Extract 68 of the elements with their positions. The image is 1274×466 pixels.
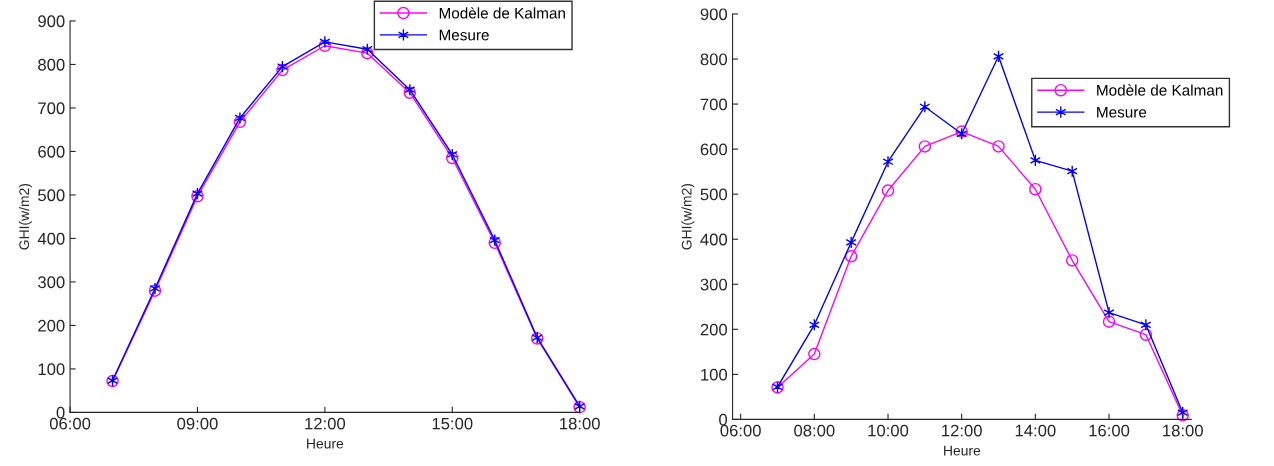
point <box>993 50 1005 63</box>
x-tick-label: 14:00 <box>1015 424 1056 437</box>
legend-label: Mesure <box>439 29 489 41</box>
y-tick-label: 700 <box>38 102 65 115</box>
point <box>361 46 374 60</box>
y-tick-label: 100 <box>701 368 728 381</box>
point <box>234 111 246 125</box>
point <box>844 250 858 263</box>
y-tick-label: 300 <box>700 278 728 291</box>
y-tick-label: 200 <box>38 319 65 332</box>
point <box>845 236 857 249</box>
y-tick-label: 900 <box>700 8 728 21</box>
point <box>446 148 458 161</box>
y-tick-label: 400 <box>37 232 65 245</box>
point <box>1029 154 1041 167</box>
point <box>233 115 247 129</box>
point <box>446 151 459 165</box>
x-axis-title: Heure <box>944 445 981 456</box>
y-tick-label: 600 <box>38 145 65 158</box>
x-tick-label: 12:00 <box>942 424 982 437</box>
point <box>992 140 1005 153</box>
y-tick-label: 0 <box>719 413 728 426</box>
point <box>1102 315 1116 328</box>
x-tick-label: 10:00 <box>868 424 909 437</box>
x-tick-label: 06:00 <box>49 417 91 430</box>
point <box>808 347 821 361</box>
y-tick-label: 900 <box>38 15 65 28</box>
y-tick-label: 200 <box>700 323 728 336</box>
x-tick-label: 15:00 <box>432 417 473 430</box>
point <box>882 155 894 168</box>
y-tick-label: 500 <box>700 188 728 201</box>
y-tick-label: 700 <box>700 98 728 111</box>
legend-label: Modèle de Kalman <box>1097 84 1223 96</box>
y-tick-label: 500 <box>38 189 65 202</box>
x-axis-title: Heure <box>307 438 344 449</box>
point <box>319 35 331 49</box>
point <box>276 60 288 73</box>
legend-label: Mesure <box>1097 106 1147 118</box>
y-tick-label: 800 <box>38 58 65 71</box>
point <box>808 318 820 332</box>
y-tick-label: 600 <box>700 143 728 156</box>
y-tick-label: 0 <box>56 406 65 419</box>
point <box>276 63 289 77</box>
x-tick-label: 09:00 <box>177 417 218 430</box>
y-tick-label: 400 <box>700 233 728 246</box>
x-tick-label: 12:00 <box>305 417 346 430</box>
y-tick-label: 100 <box>38 363 65 376</box>
legend-label: Modèle de Kalman <box>439 7 565 19</box>
point <box>1065 254 1079 267</box>
point <box>1140 318 1152 332</box>
point <box>919 100 931 114</box>
x-tick-label: 08:00 <box>794 424 835 437</box>
point <box>918 140 932 153</box>
y-tick-label: 300 <box>38 276 65 289</box>
x-tick-label: 18:00 <box>560 417 600 430</box>
y-axis-title: GHI(w/m2) <box>18 183 32 250</box>
x-tick-label: 18:00 <box>1163 424 1203 437</box>
x-tick-label: 06:00 <box>720 424 761 437</box>
point <box>881 184 895 197</box>
point <box>1066 164 1078 178</box>
point <box>1103 306 1115 319</box>
point <box>361 42 373 56</box>
point <box>1139 328 1153 341</box>
y-axis-title: GHI(w/m2) <box>681 183 695 250</box>
y-tick-label: 800 <box>700 53 728 66</box>
point <box>318 39 332 53</box>
point <box>1029 182 1042 196</box>
x-tick-label: 16:00 <box>1089 424 1130 437</box>
